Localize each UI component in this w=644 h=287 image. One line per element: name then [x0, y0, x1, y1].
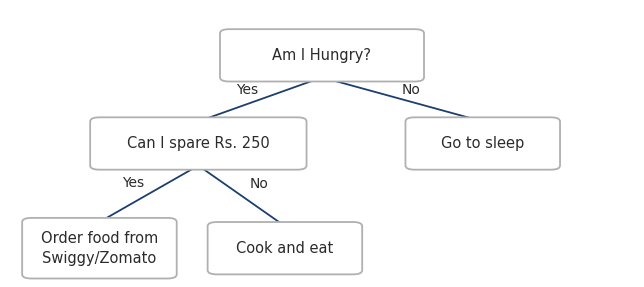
FancyBboxPatch shape	[406, 117, 560, 170]
Text: Am I Hungry?: Am I Hungry?	[272, 48, 372, 63]
FancyBboxPatch shape	[90, 117, 307, 170]
Text: Order food from
Swiggy/Zomato: Order food from Swiggy/Zomato	[41, 231, 158, 265]
FancyBboxPatch shape	[22, 218, 176, 278]
Text: Yes: Yes	[122, 176, 144, 190]
Text: No: No	[250, 177, 269, 191]
Text: No: No	[401, 83, 421, 97]
Text: Can I spare Rs. 250: Can I spare Rs. 250	[127, 136, 270, 151]
FancyBboxPatch shape	[220, 29, 424, 82]
FancyBboxPatch shape	[207, 222, 362, 274]
Text: Cook and eat: Cook and eat	[236, 241, 334, 256]
Text: Yes: Yes	[236, 83, 258, 97]
Text: Go to sleep: Go to sleep	[441, 136, 524, 151]
